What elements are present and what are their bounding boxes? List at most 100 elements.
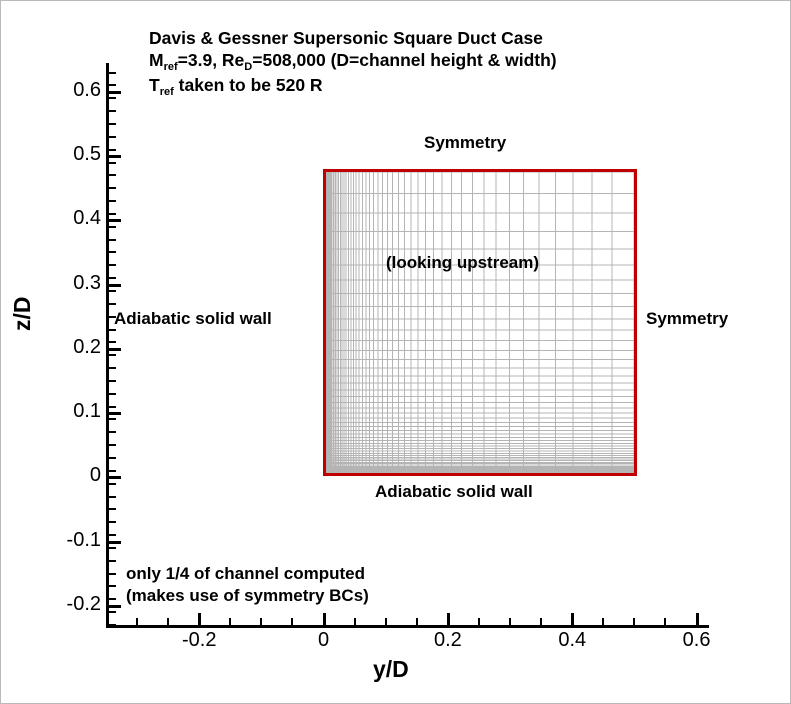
y-tick-minor: [109, 495, 116, 498]
y-tick-minor: [109, 123, 116, 126]
y-tick-major: [109, 347, 121, 351]
x-tick-label: 0: [318, 629, 330, 651]
y-tick-minor: [109, 71, 116, 74]
y-tick-minor: [109, 354, 116, 357]
y-tick-label: 0.6: [73, 78, 101, 101]
x-tick-minor: [291, 618, 294, 625]
y-tick-label: 0.1: [73, 400, 101, 423]
x-tick-label: -0.2: [182, 629, 217, 651]
x-tick-minor: [353, 618, 356, 625]
x-tick-major: [571, 613, 575, 625]
y-tick-minor: [109, 444, 116, 447]
y-tick-minor: [109, 611, 116, 614]
title-line-1: Davis & Gessner Supersonic Square Duct C…: [149, 28, 543, 48]
y-tick-minor: [109, 585, 116, 588]
y-tick-minor: [109, 559, 116, 562]
x-tick-minor: [260, 618, 263, 625]
x-tick-label: 0.6: [682, 629, 711, 651]
y-tick-major: [109, 155, 121, 159]
y-tick-minor: [109, 251, 116, 254]
y-tick-minor: [109, 534, 116, 537]
x-tick-label: 0.2: [434, 629, 462, 651]
title-mref-subscript: ref: [163, 61, 178, 73]
title-mref-symbol: M: [149, 50, 164, 70]
x-tick-minor: [415, 618, 418, 625]
title-red-value: =508,000 (D=channel height & width): [252, 50, 557, 70]
y-tick-minor: [109, 212, 116, 215]
computational-mesh: [326, 172, 634, 473]
y-tick-major: [109, 90, 121, 94]
y-tick-minor: [109, 328, 116, 331]
y-tick-minor: [109, 469, 116, 472]
footnote-line-1: only 1/4 of channel computed: [126, 564, 365, 583]
x-tick-minor: [229, 618, 232, 625]
x-tick-minor: [136, 618, 139, 625]
chart-title: Davis & Gessner Supersonic Square Duct C…: [149, 27, 557, 99]
y-tick-minor: [109, 482, 116, 485]
y-tick-minor: [109, 97, 116, 100]
y-tick-minor: [109, 457, 116, 459]
footnote-line-2: (makes use of symmetry BCs): [126, 586, 369, 605]
y-tick-minor: [109, 225, 116, 228]
x-tick-minor: [664, 618, 667, 625]
x-tick-major: [322, 613, 326, 625]
title-red-subscript: D: [244, 61, 253, 73]
y-tick-minor: [109, 546, 116, 549]
y-tick-label: -0.1: [66, 528, 101, 551]
annotation-left-wall: Adiabatic solid wall: [114, 309, 272, 328]
annotation-looking-upstream: (looking upstream): [386, 253, 540, 272]
y-tick-label: 0: [89, 464, 101, 487]
y-tick-minor: [109, 238, 116, 241]
y-tick-major: [109, 219, 121, 223]
x-tick-minor: [509, 618, 512, 625]
y-tick-minor: [109, 572, 116, 575]
y-tick-minor: [109, 84, 116, 87]
y-tick-minor: [109, 418, 116, 421]
title-tref-subscript: ref: [159, 86, 174, 98]
x-tick-major: [695, 613, 699, 625]
annotation-top-symmetry: Symmetry: [424, 133, 507, 152]
y-tick-minor: [109, 148, 116, 151]
y-tick-minor: [109, 302, 116, 305]
x-axis-spine: [106, 625, 709, 628]
y-tick-minor: [109, 624, 116, 626]
y-axis-tick-labels: -0.2 -0.1 0 0.1 0.2 0.3 0.4 0.5 0.6: [49, 1, 101, 703]
annotation-right-symmetry: Symmetry: [646, 309, 729, 328]
y-tick-label: 0.4: [73, 207, 101, 230]
y-tick-minor: [109, 508, 116, 511]
y-tick-minor: [109, 110, 116, 113]
y-tick-major: [109, 540, 121, 544]
y-tick-minor: [109, 431, 116, 434]
x-tick-minor: [477, 618, 480, 625]
x-axis-title: y/D: [373, 656, 409, 682]
y-tick-minor: [109, 135, 116, 138]
y-tick-major: [109, 604, 121, 608]
title-tref-value: taken to be 520 R: [173, 75, 323, 95]
y-tick-minor: [109, 379, 116, 382]
x-tick-label: 0.4: [558, 629, 587, 651]
title-line-2: Mref=3.9, ReD=508,000 (D=channel height …: [149, 49, 557, 74]
y-tick-label: -0.2: [66, 592, 101, 615]
x-tick-major: [198, 613, 202, 625]
y-tick-minor: [109, 598, 116, 601]
footnote: only 1/4 of channel computed (makes use …: [126, 563, 369, 607]
y-tick-minor: [109, 405, 116, 408]
y-axis-title: z/D: [9, 296, 35, 332]
title-tref-symbol: T: [149, 75, 160, 95]
y-tick-label: 0.3: [73, 271, 101, 294]
y-tick-minor: [109, 161, 116, 164]
y-tick-minor: [109, 521, 116, 524]
x-tick-minor: [167, 618, 170, 625]
y-tick-minor: [109, 315, 116, 318]
x-tick-minor: [633, 618, 636, 625]
title-mref-value: =3.9, Re: [177, 50, 245, 70]
y-tick-label: 0.2: [73, 335, 101, 358]
duct-domain-boundary: [323, 169, 637, 476]
x-tick-minor: [384, 618, 387, 625]
y-tick-minor: [109, 187, 116, 190]
x-tick-minor: [540, 618, 543, 625]
y-tick-minor: [109, 277, 116, 280]
y-tick-minor: [109, 264, 116, 267]
y-tick-minor: [109, 200, 116, 203]
